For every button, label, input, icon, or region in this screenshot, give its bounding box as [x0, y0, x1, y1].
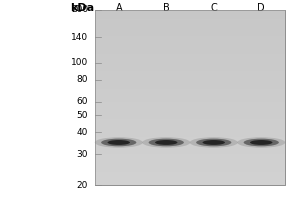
Bar: [95, 124, 285, 128]
Bar: [95, 115, 285, 119]
Ellipse shape: [237, 137, 285, 148]
Ellipse shape: [101, 139, 136, 146]
Bar: [95, 19, 285, 23]
Bar: [95, 111, 285, 115]
Bar: [95, 32, 285, 36]
Bar: [95, 168, 285, 172]
Text: 200: 200: [71, 5, 88, 15]
Bar: [95, 137, 285, 141]
Bar: [95, 154, 285, 159]
Bar: [95, 141, 285, 146]
Ellipse shape: [149, 139, 184, 146]
Ellipse shape: [155, 140, 178, 145]
Ellipse shape: [250, 140, 272, 145]
Text: 20: 20: [76, 180, 88, 190]
Text: 100: 100: [71, 58, 88, 67]
Text: 40: 40: [76, 128, 88, 137]
Bar: [95, 80, 285, 84]
Bar: [95, 150, 285, 154]
Bar: [95, 58, 285, 62]
Bar: [95, 36, 285, 41]
Ellipse shape: [108, 140, 130, 145]
Bar: [95, 102, 285, 106]
Ellipse shape: [190, 137, 238, 148]
Bar: [95, 84, 285, 89]
Bar: [95, 132, 285, 137]
Bar: [95, 10, 285, 185]
Bar: [95, 49, 285, 54]
Bar: [95, 71, 285, 76]
Bar: [95, 159, 285, 163]
Bar: [95, 163, 285, 168]
Bar: [95, 98, 285, 102]
Bar: [95, 27, 285, 32]
Bar: [95, 93, 285, 98]
Bar: [95, 41, 285, 45]
Bar: [95, 14, 285, 19]
Bar: [95, 146, 285, 150]
Bar: [95, 106, 285, 111]
Bar: [95, 10, 285, 185]
Text: C: C: [210, 3, 217, 13]
Text: B: B: [163, 3, 169, 13]
Text: 60: 60: [76, 97, 88, 106]
Bar: [95, 181, 285, 185]
Ellipse shape: [142, 137, 190, 148]
Ellipse shape: [95, 137, 143, 148]
Bar: [95, 76, 285, 80]
Bar: [95, 45, 285, 49]
Text: kDa: kDa: [70, 3, 94, 13]
Text: A: A: [116, 3, 122, 13]
Ellipse shape: [196, 139, 231, 146]
Bar: [95, 67, 285, 71]
Bar: [95, 10, 285, 14]
Ellipse shape: [202, 140, 225, 145]
Bar: [95, 89, 285, 93]
Text: 30: 30: [76, 150, 88, 159]
Bar: [95, 62, 285, 67]
Text: 50: 50: [76, 111, 88, 120]
Text: 80: 80: [76, 75, 88, 84]
Bar: [95, 128, 285, 132]
Bar: [95, 172, 285, 176]
Bar: [95, 176, 285, 181]
Ellipse shape: [244, 139, 279, 146]
Text: 140: 140: [71, 33, 88, 42]
Bar: [95, 119, 285, 124]
Bar: [95, 23, 285, 27]
Bar: [95, 54, 285, 58]
Text: D: D: [257, 3, 265, 13]
